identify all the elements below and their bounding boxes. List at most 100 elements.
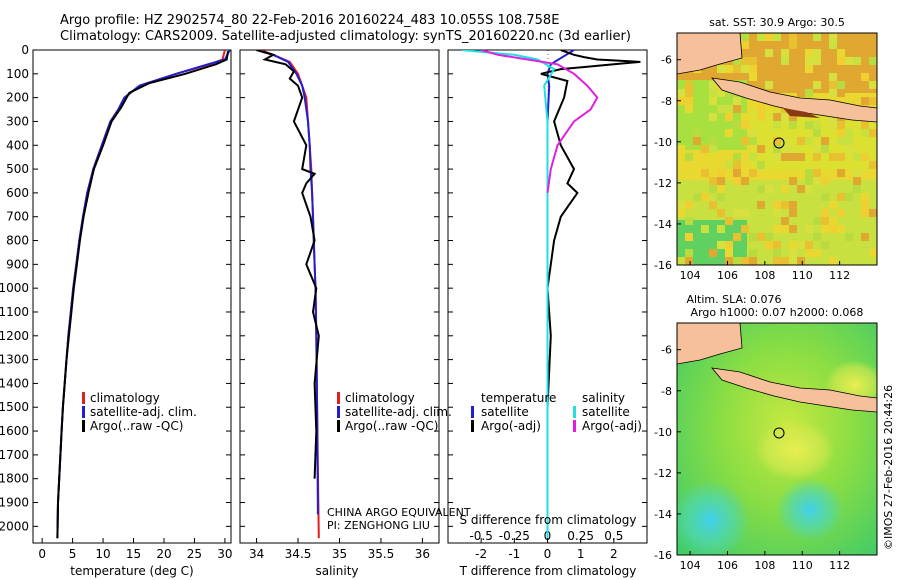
sst-pixel [789,153,797,161]
sst-pixel [709,201,717,209]
sst-pixel [789,113,797,121]
sst-pixel [829,121,837,129]
sst-pixel [725,241,733,249]
depth-y-ticks: 0 100 200 300 400 500 600 700 800 900 1000 1100 1200… [0,43,231,533]
difference-y-ticks [448,49,647,527]
sst-pixel [837,49,845,57]
sst-pixel [789,177,797,185]
sst-pixel [765,193,773,201]
x-tick-label: 20 [156,547,171,561]
difference-top-axis-label: S difference from climatology [460,513,637,527]
sst-pixel [725,113,733,121]
sst-pixel [749,73,757,81]
temperature-series [56,50,231,539]
sst-pixel [797,137,805,145]
sst-pixel [853,193,861,201]
sst-pixel [765,185,773,193]
depth-tick-label: 100 [6,67,29,81]
legend-swatch-satellite [82,406,85,418]
sst-pixel [733,153,741,161]
sst-pixel [821,177,829,185]
sst-pixel [789,41,797,49]
series-line-climatology [56,50,226,539]
sst-pixel [829,153,837,161]
sst-pixel [773,209,781,217]
sst-pixel [717,209,725,217]
sst-pixel [837,121,845,129]
x-tick-label: 1 [577,547,585,561]
sst-pixel [733,177,741,185]
depth-tick-label: 1000 [0,281,29,295]
sst-pixel [853,241,861,249]
sst-pixel [765,241,773,249]
x-tick-label: 36 [415,547,430,561]
legend-heading-temperature: temperature [481,391,556,405]
longitude-label: 106 [717,269,738,282]
sst-pixel [717,169,725,177]
sst-pixel [861,201,869,209]
sst-pixel [861,73,869,81]
argo-position-marker [773,427,785,439]
sst-pixel [765,233,773,241]
sst-pixel [685,257,693,265]
sst-pixel [805,185,813,193]
latitude-label: -8 [661,95,672,108]
depth-tick-label: 900 [6,257,29,271]
sst-pixel [773,145,781,153]
sst-pixel [773,249,781,257]
sst-pixel [805,169,813,177]
sst-pixel [837,153,845,161]
sst-pixel [733,121,741,129]
sst-pixel [709,185,717,193]
legend-swatch-argo [82,420,85,432]
sst-pixel [805,49,813,57]
sst-pixel [717,225,725,233]
sst-pixel [853,153,861,161]
sst-pixel [741,225,749,233]
header-line-2: Climatology: CARS2009. Satellite-adjuste… [60,29,631,44]
sumatra-land [677,33,743,75]
legend-swatch-sal-argo [573,420,576,432]
depth-tick-label: 300 [6,114,29,128]
sst-pixel [829,217,837,225]
sst-pixel [781,257,789,265]
depth-tick-label: 600 [6,186,29,200]
sst-pixel [869,57,877,65]
sst-pixel [749,257,757,265]
sst-pixel [805,177,813,185]
sst-map-title: sat. SST: 30.9 Argo: 30.5 [709,16,845,29]
sst-pixel [677,89,685,97]
sst-pixel [677,201,685,209]
sst-pixel [805,89,813,97]
sst-pixel [845,233,853,241]
longitude-label: 108 [754,559,775,572]
sst-pixel [829,89,837,97]
legend-label-argo: Argo(..raw -QC) [90,419,183,433]
depth-tick-label: 1600 [0,424,29,438]
x-tick-label: 2 [610,547,618,561]
sst-pixel [677,209,685,217]
sst-pixel [821,145,829,153]
longitude-label: 110 [792,269,813,282]
sst-pixel [749,137,757,145]
sst-pixel [693,129,701,137]
sst-pixel [789,201,797,209]
sst-pixel [685,153,693,161]
sst-map-ticks: 104 106 108 110 112 -6 -8 -10 -12 -14 -16 [654,54,850,282]
depth-tick-label: 1400 [0,376,29,390]
sst-pixel [853,97,861,105]
sst-pixel [813,217,821,225]
sst-pixel [733,65,741,73]
sst-pixel [685,97,693,105]
sst-pixel [869,249,877,257]
sst-pixel [797,185,805,193]
sla-map-title: Altim. SLA: 0.076 [686,293,781,306]
sst-pixel [741,121,749,129]
depth-tick-label: 1800 [0,472,29,486]
sst-map-frame [676,32,878,266]
difference-legend-temperature: temperature satellite Argo(-adj) [471,391,556,433]
sst-pixel [837,129,845,137]
latitude-label: -6 [661,54,672,67]
sst-pixel [757,113,765,121]
sst-pixel [845,193,853,201]
